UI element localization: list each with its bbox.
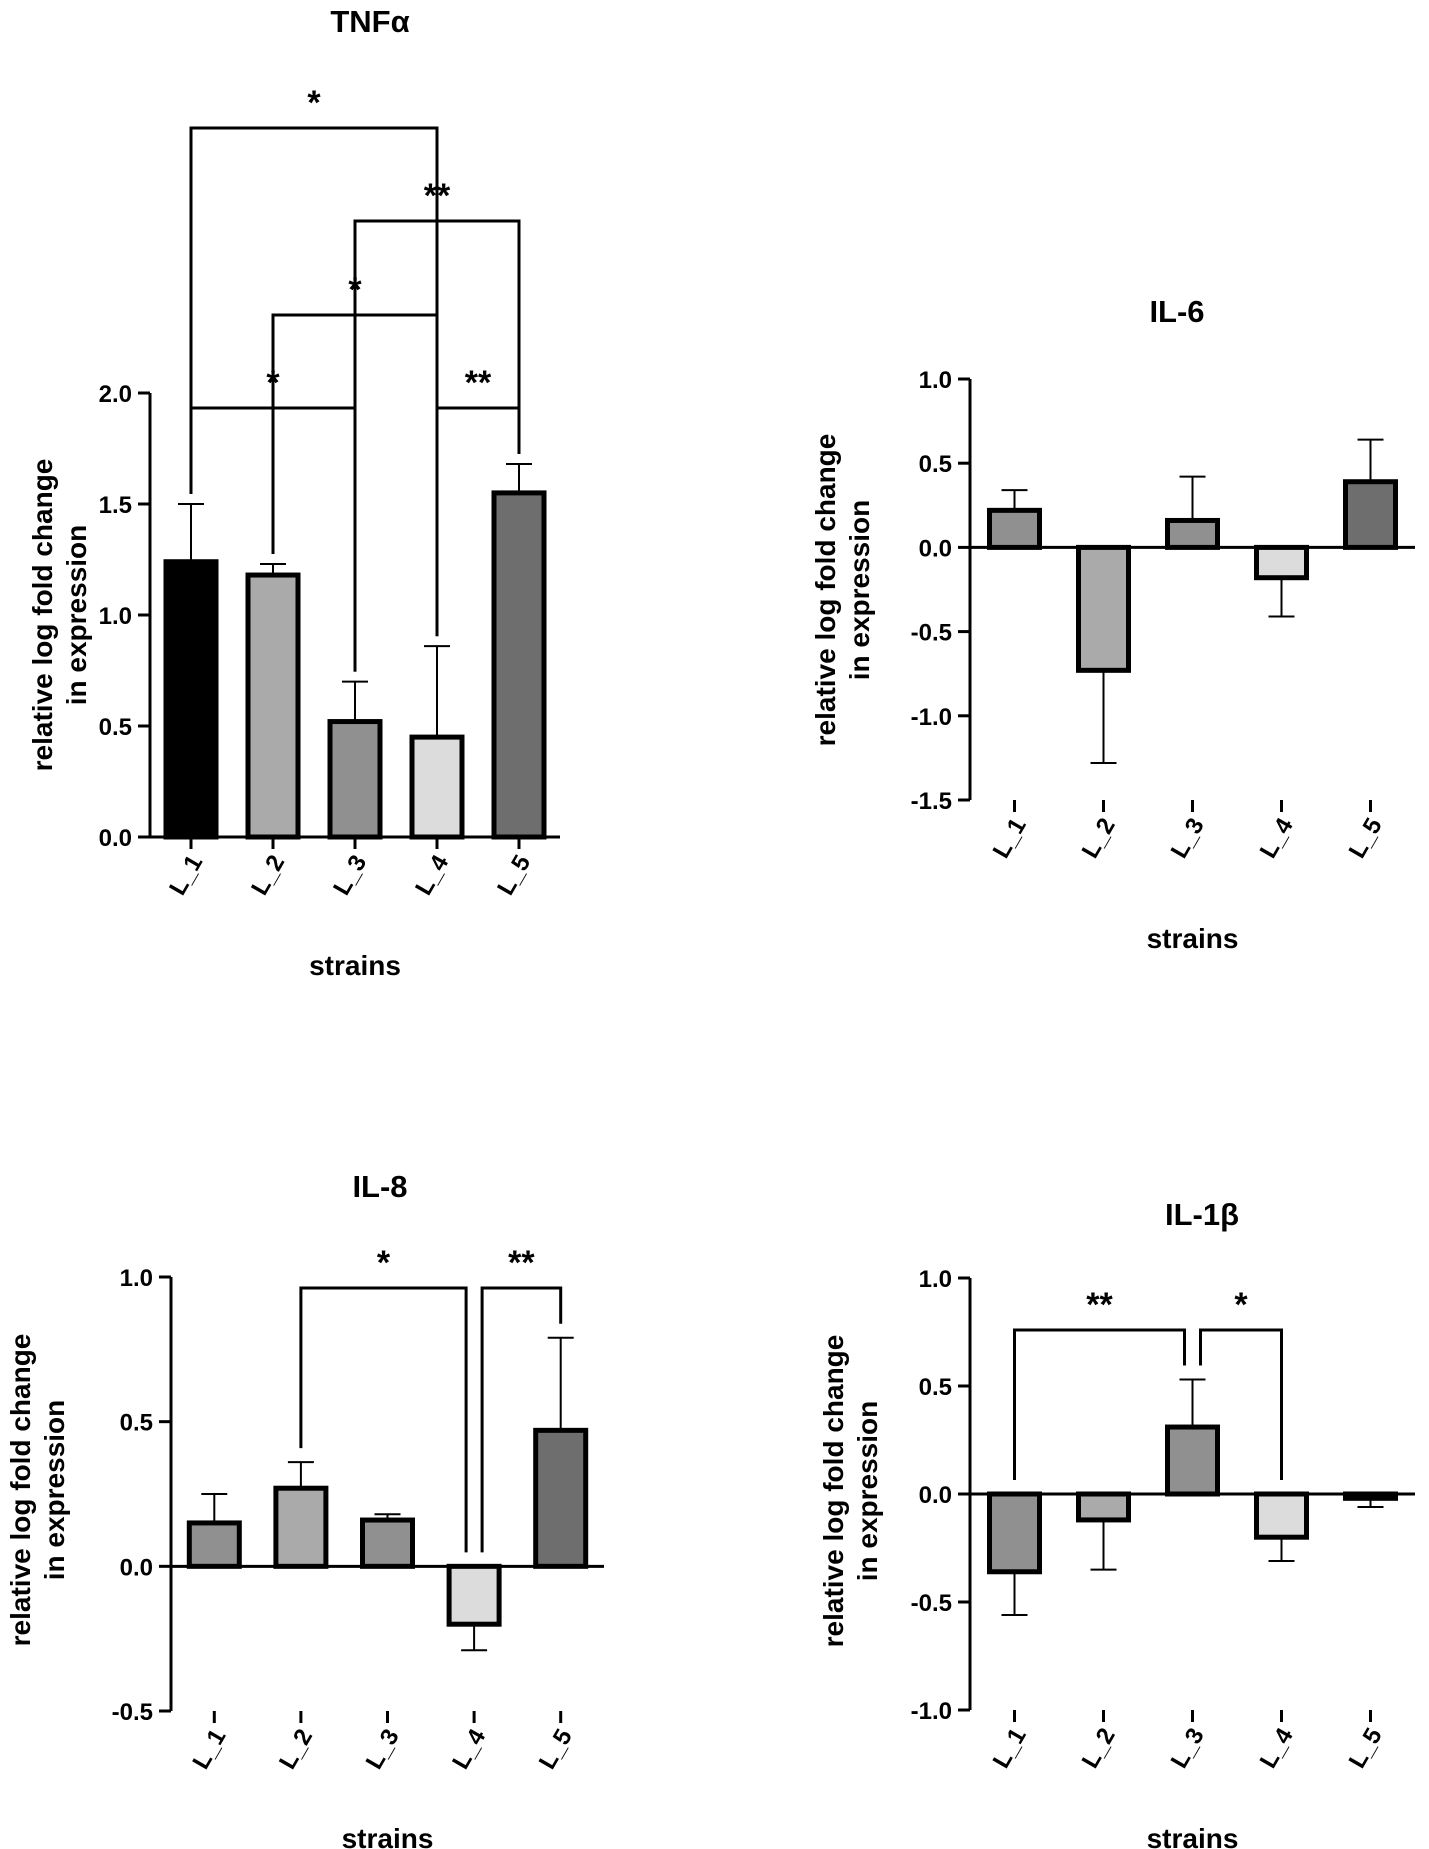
bar-L_3 [360,1517,415,1569]
y-tick-label: 1.0 [919,367,952,394]
chart-title: IL-8 [352,1169,407,1204]
x-tick-label: L_1 [187,1725,231,1774]
y-tick-label: 0.5 [99,714,132,741]
x-tick-label: L_2 [1077,1724,1121,1773]
bar-L_2 [1076,1491,1131,1523]
x-tick-label: L_5 [492,851,536,900]
significance-bracket [189,406,357,672]
bar-L_5 [1343,479,1398,550]
significance-bracket [189,126,439,637]
bar-L_4 [1254,1491,1309,1540]
chart-title: IL-1β [1165,1197,1239,1232]
bar-L_2 [245,572,301,840]
significance-label: * [377,1244,391,1282]
x-axis-label: strains [1147,923,1239,954]
chart-panel-il6: IL-6 relative log fold change in expressio… [810,294,1415,954]
y-tick-label: -1.0 [911,704,952,731]
y-tick-label: 0.5 [120,1410,153,1437]
y-tick-label: 0.0 [120,1554,153,1581]
significance-bracket [299,1286,468,1553]
significance-label: * [1234,1286,1248,1324]
y-tick-label: -0.5 [112,1699,153,1726]
bar-L_4 [409,734,465,840]
y-axis-label: in expression [852,1401,883,1582]
x-tick-label: L_2 [1077,814,1121,863]
bar-L_5 [491,490,547,840]
bar-L_4 [446,1563,502,1627]
y-tick-label: -1.0 [911,1698,952,1725]
y-tick-label: -0.5 [911,1590,952,1617]
y-tick-label: 1.0 [120,1265,153,1292]
x-tick-label: L_5 [1344,814,1388,863]
y-axis-label: relative log fold change [5,1334,36,1647]
significance-label: ** [465,364,492,402]
significance-bracket [1013,1328,1186,1480]
bar-L_3 [1165,517,1220,550]
chart-title: IL-6 [1149,294,1204,329]
y-axis-label: in expression [61,525,92,706]
significance-label: ** [424,177,451,215]
x-tick-label: L_4 [1255,813,1299,863]
y-axis-label: relative log fold change [27,459,58,772]
x-tick-label: L_2 [246,851,290,900]
significance-label: * [266,364,280,402]
significance-label: ** [1086,1286,1113,1324]
x-tick-label: L_1 [988,1724,1032,1773]
bar-L_3 [1165,1424,1220,1497]
y-tick-label: 1.5 [99,492,132,519]
y-tick-label: -0.5 [911,620,952,647]
significance-label: * [307,84,321,122]
y-tick-label: 1.0 [919,1266,952,1293]
y-tick-label: 0.0 [919,1482,952,1509]
x-tick-label: L_1 [164,851,208,900]
x-tick-label: L_2 [274,1725,318,1774]
significance-bracket [435,406,521,637]
chart-panel-il8: IL-8 relative log fold change in expressio… [5,1169,604,1849]
y-tick-label: 0.5 [919,451,952,478]
y-tick-label: -1.5 [911,788,952,815]
x-tick-label: L_5 [1344,1724,1388,1773]
x-tick-label: L_3 [1166,1724,1210,1773]
y-tick-label: 0.5 [919,1374,952,1401]
x-tick-label: L_3 [361,1725,405,1774]
bar-L_1 [987,1491,1042,1575]
x-axis-label: strains [1147,1823,1239,1849]
x-tick-label: L_4 [1255,1723,1299,1773]
bar-L_4 [1254,544,1309,581]
y-axis-label: in expression [844,500,875,681]
significance-bracket [480,1286,563,1553]
y-tick-label: 0.0 [99,825,132,852]
chart-title: TNFα [330,4,409,39]
significance-bracket [1199,1328,1283,1480]
y-axis-label: relative log fold change [810,434,841,747]
x-tick-label: L_1 [988,814,1032,863]
bar-L_2 [1076,544,1131,673]
y-tick-label: 0.0 [919,535,952,562]
bar-L_1 [987,507,1042,550]
x-tick-label: L_5 [534,1725,578,1774]
y-axis-label: in expression [39,1400,70,1581]
x-axis-label: strains [309,950,401,981]
chart-panel-tnf: TNFα relative log fold change in expressio… [27,4,560,981]
y-tick-label: 2.0 [99,381,132,408]
bar-L_1 [186,1520,242,1569]
x-tick-label: L_4 [410,850,454,900]
y-tick-label: 1.0 [99,603,132,630]
chart-panel-il1b: IL-1β relative log fold change in expressi… [818,1197,1415,1849]
x-tick-label: L_3 [1166,814,1210,863]
significance-label: * [348,271,362,309]
significance-label: ** [508,1244,535,1282]
bar-L_3 [327,719,383,840]
bar-L_2 [273,1485,329,1569]
y-axis-label: relative log fold change [818,1335,849,1648]
x-tick-label: L_4 [447,1724,491,1774]
x-tick-label: L_3 [328,851,372,900]
bar-L_5 [533,1427,589,1569]
bar-L_1 [163,559,219,840]
x-axis-label: strains [342,1823,434,1849]
